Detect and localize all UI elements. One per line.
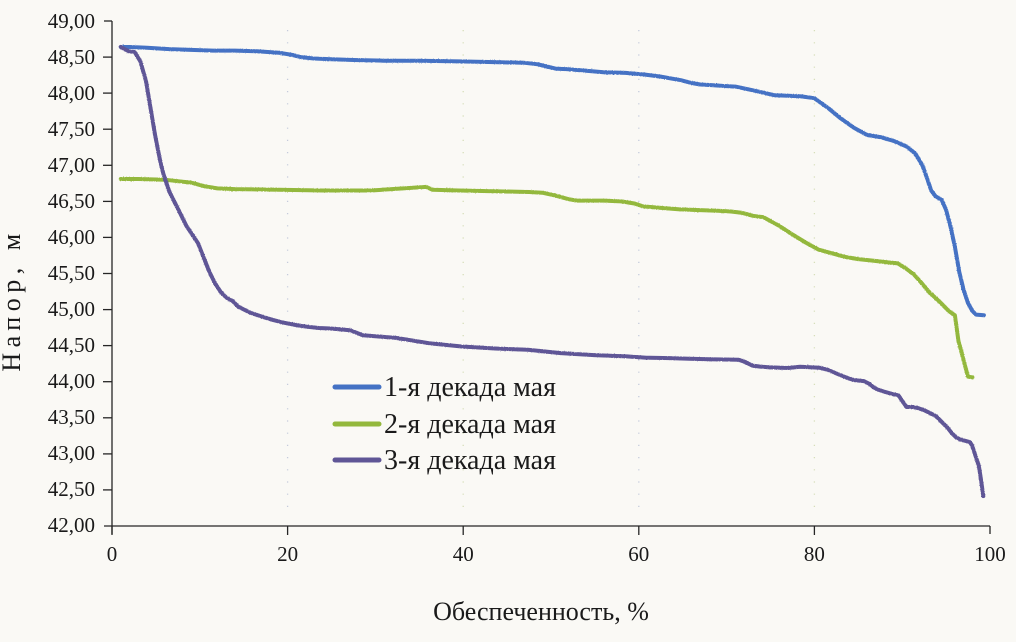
svg-text:2-я декада мая: 2-я декада мая bbox=[384, 409, 556, 440]
svg-text:44,50: 44,50 bbox=[48, 333, 95, 357]
svg-text:1-я декада мая: 1-я декада мая bbox=[384, 372, 556, 403]
svg-text:20: 20 bbox=[277, 542, 298, 566]
svg-text:45,50: 45,50 bbox=[48, 261, 95, 285]
svg-text:48,00: 48,00 bbox=[48, 81, 95, 105]
svg-text:44,00: 44,00 bbox=[48, 369, 95, 393]
svg-text:46,00: 46,00 bbox=[48, 225, 95, 249]
svg-text:80: 80 bbox=[804, 542, 825, 566]
svg-text:43,00: 43,00 bbox=[48, 441, 95, 465]
svg-text:43,50: 43,50 bbox=[48, 405, 95, 429]
svg-text:100: 100 bbox=[974, 542, 1006, 566]
svg-text:45,00: 45,00 bbox=[48, 297, 95, 321]
svg-text:40: 40 bbox=[453, 542, 474, 566]
svg-text:47,50: 47,50 bbox=[48, 117, 95, 141]
svg-text:48,50: 48,50 bbox=[48, 45, 95, 69]
svg-text:42,00: 42,00 bbox=[48, 513, 95, 537]
svg-text:49,00: 49,00 bbox=[48, 9, 95, 33]
svg-text:60: 60 bbox=[628, 542, 649, 566]
svg-text:3-я декада мая: 3-я декада мая bbox=[384, 445, 556, 476]
svg-text:46,50: 46,50 bbox=[48, 189, 95, 213]
svg-text:47,00: 47,00 bbox=[48, 153, 95, 177]
svg-text:42,50: 42,50 bbox=[48, 477, 95, 501]
svg-text:Обеспеченность, %: Обеспеченность, % bbox=[433, 597, 649, 626]
svg-text:0: 0 bbox=[107, 542, 118, 566]
svg-text:Напор, м: Напор, м bbox=[0, 228, 26, 371]
